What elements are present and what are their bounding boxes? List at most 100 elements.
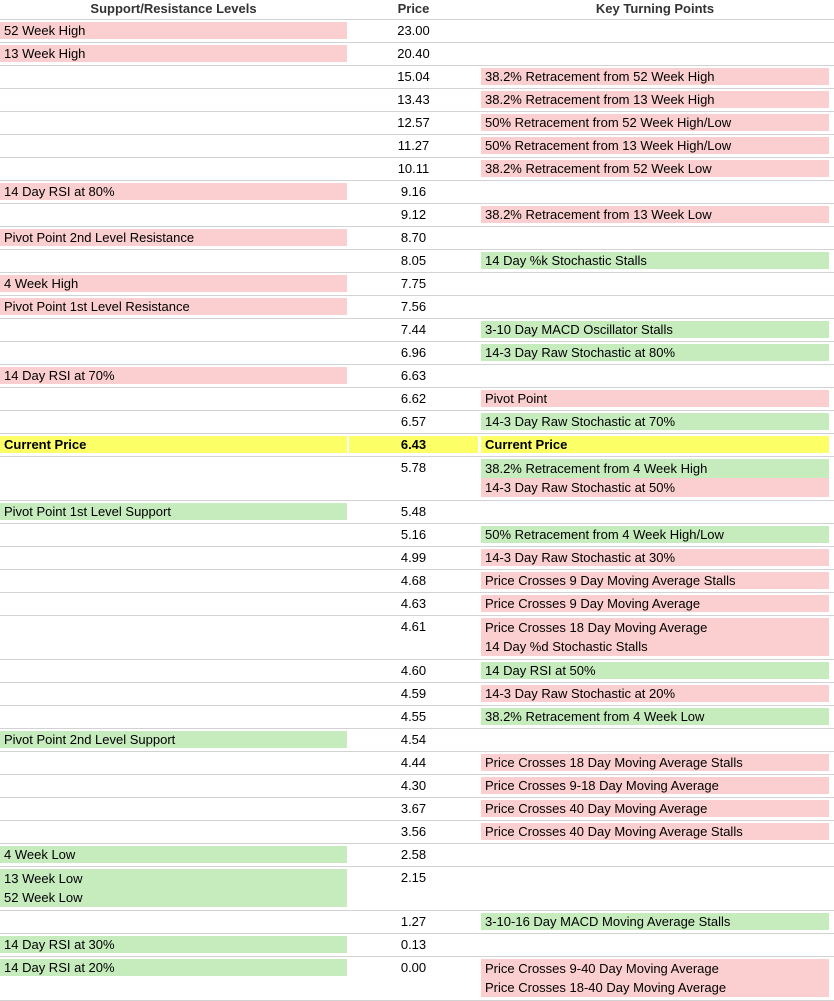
price-value: 5.16 xyxy=(400,527,427,542)
price-cell: 4.54 xyxy=(349,731,478,748)
level-label: 14 Day RSI at 20% xyxy=(0,959,347,976)
table-row: 13 Week High 20.40 xyxy=(0,43,834,66)
level-label: 4 Week High xyxy=(0,275,347,292)
table-body: 52 Week High 23.00 13 Week High 20.40 15.04 3… xyxy=(0,20,834,1001)
column-header-support-resistance-levels: Support/Resistance Levels xyxy=(90,1,257,16)
level-cell: 14 Day RSI at 70% xyxy=(0,367,347,384)
turning-point-label: 38.2% Retracement from 4 Week Low xyxy=(481,708,829,725)
price-value: 6.96 xyxy=(400,345,427,360)
turning-points-cell: 14-3 Day Raw Stochastic at 70% xyxy=(481,413,829,430)
level-cell: 4 Week Low xyxy=(0,846,347,863)
turning-points-cell: 14 Day RSI at 50% xyxy=(481,662,829,679)
level-label: 52 Week High xyxy=(0,22,347,39)
level-label: Pivot Point 2nd Level Resistance xyxy=(0,229,347,246)
table-row: 4.68 Price Crosses 9 Day Moving Average S… xyxy=(0,570,834,593)
price-cell: 9.12 xyxy=(349,206,478,223)
price-value: 2.15 xyxy=(400,870,427,885)
table-row: 14 Day RSI at 70% 6.63 xyxy=(0,365,834,388)
price-value: 4.99 xyxy=(400,550,427,565)
price-cell: 8.70 xyxy=(349,229,478,246)
level-cell: 52 Week High xyxy=(0,22,347,39)
turning-point-label: 14-3 Day Raw Stochastic at 50% xyxy=(481,478,829,497)
turning-point-label: Price Crosses 40 Day Moving Average xyxy=(481,800,829,817)
price-value: 8.05 xyxy=(400,253,427,268)
turning-point-label: 3-10-16 Day MACD Moving Average Stalls xyxy=(481,913,829,930)
price-value: 5.48 xyxy=(400,504,427,519)
price-cell: 6.62 xyxy=(349,390,478,407)
level-label: 13 Week High xyxy=(0,45,347,62)
price-cell: 23.00 xyxy=(349,22,478,39)
price-value: 15.04 xyxy=(397,69,430,84)
price-cell: 13.43 xyxy=(349,91,478,108)
level-label: 14 Day RSI at 80% xyxy=(0,183,347,200)
turning-points-cell: Current Price xyxy=(481,436,829,453)
table-row: 13.43 38.2% Retracement from 13 Week High xyxy=(0,89,834,112)
price-cell: 5.78 xyxy=(349,459,478,476)
level-cell: 14 Day RSI at 20% xyxy=(0,959,347,976)
turning-point-label: 14-3 Day Raw Stochastic at 70% xyxy=(481,413,829,430)
price-cell: 4.68 xyxy=(349,572,478,589)
price-cell: 9.16 xyxy=(349,183,478,200)
table-row: 14 Day RSI at 30% 0.13 xyxy=(0,934,834,957)
price-value: 4.68 xyxy=(400,573,427,588)
price-value: 11.27 xyxy=(397,138,430,153)
level-cell: 13 Week Low 52 Week Low xyxy=(0,869,347,907)
turning-point-label: Price Crosses 18 Day Moving Average xyxy=(481,618,829,637)
price-cell: 7.56 xyxy=(349,298,478,315)
table-row: 9.12 38.2% Retracement from 13 Week Low xyxy=(0,204,834,227)
table-row: 7.44 3-10 Day MACD Oscillator Stalls xyxy=(0,319,834,342)
table-row: 52 Week High 23.00 xyxy=(0,20,834,43)
turning-points-cell: Pivot Point xyxy=(481,390,829,407)
turning-point-label: 14-3 Day Raw Stochastic at 80% xyxy=(481,344,829,361)
table-row: 14 Day RSI at 80% 9.16 xyxy=(0,181,834,204)
level-cell: Current Price xyxy=(0,436,347,453)
turning-point-label: Price Crosses 18 Day Moving Average Stal… xyxy=(481,754,829,771)
turning-points-cell: 14-3 Day Raw Stochastic at 80% xyxy=(481,344,829,361)
price-cell: 6.43 xyxy=(349,436,478,453)
table-row: 4 Week High 7.75 xyxy=(0,273,834,296)
turning-point-label: 50% Retracement from 13 Week High/Low xyxy=(481,137,829,154)
table-row: 3.56 Price Crosses 40 Day Moving Average … xyxy=(0,821,834,844)
turning-points-cell: 14-3 Day Raw Stochastic at 30% xyxy=(481,549,829,566)
turning-points-cell: 38.2% Retracement from 4 Week Low xyxy=(481,708,829,725)
turning-points-cell: 14 Day %k Stochastic Stalls xyxy=(481,252,829,269)
price-value: 6.63 xyxy=(400,368,427,383)
turning-point-label: 38.2% Retracement from 4 Week High xyxy=(481,459,829,478)
price-value: 3.56 xyxy=(400,824,427,839)
table-row: 15.04 38.2% Retracement from 52 Week High xyxy=(0,66,834,89)
price-value: 8.70 xyxy=(400,230,427,245)
turning-points-cell: Price Crosses 40 Day Moving Average xyxy=(481,800,829,817)
price-cell: 4.30 xyxy=(349,777,478,794)
price-value: 4.54 xyxy=(400,732,427,747)
level-cell: 13 Week High xyxy=(0,45,347,62)
turning-points-cell: 3-10-16 Day MACD Moving Average Stalls xyxy=(481,913,829,930)
price-value: 4.59 xyxy=(400,686,427,701)
table-row: 13 Week Low 52 Week Low 2.15 xyxy=(0,867,834,911)
level-cell: Pivot Point 1st Level Resistance xyxy=(0,298,347,315)
turning-point-label: Price Crosses 9 Day Moving Average Stall… xyxy=(481,572,829,589)
turning-point-label: Price Crosses 40 Day Moving Average Stal… xyxy=(481,823,829,840)
turning-points-cell: 14-3 Day Raw Stochastic at 20% xyxy=(481,685,829,702)
price-cell: 4.60 xyxy=(349,662,478,679)
table-row: 4.99 14-3 Day Raw Stochastic at 30% xyxy=(0,547,834,570)
price-value: 0.00 xyxy=(400,960,427,975)
price-value: 6.62 xyxy=(400,391,427,406)
turning-points-cell: 38.2% Retracement from 52 Week Low xyxy=(481,160,829,177)
price-cell: 1.27 xyxy=(349,913,478,930)
price-cell: 8.05 xyxy=(349,252,478,269)
price-cell: 20.40 xyxy=(349,45,478,62)
price-value: 4.60 xyxy=(400,663,427,678)
price-value: 6.43 xyxy=(349,436,478,453)
price-cell: 0.13 xyxy=(349,936,478,953)
table-row: 5.16 50% Retracement from 4 Week High/Low xyxy=(0,524,834,547)
table-row: 1.27 3-10-16 Day MACD Moving Average Stal… xyxy=(0,911,834,934)
table-row: Pivot Point 1st Level Support 5.48 xyxy=(0,501,834,524)
price-cell: 2.58 xyxy=(349,846,478,863)
level-label: 14 Day RSI at 70% xyxy=(0,367,347,384)
column-header-key-turning-points: Key Turning Points xyxy=(595,1,715,16)
table-row: Pivot Point 1st Level Resistance 7.56 xyxy=(0,296,834,319)
turning-point-label: 50% Retracement from 4 Week High/Low xyxy=(481,526,829,543)
turning-point-label: Price Crosses 9-40 Day Moving Average xyxy=(481,959,829,978)
price-value: 4.61 xyxy=(400,619,427,634)
